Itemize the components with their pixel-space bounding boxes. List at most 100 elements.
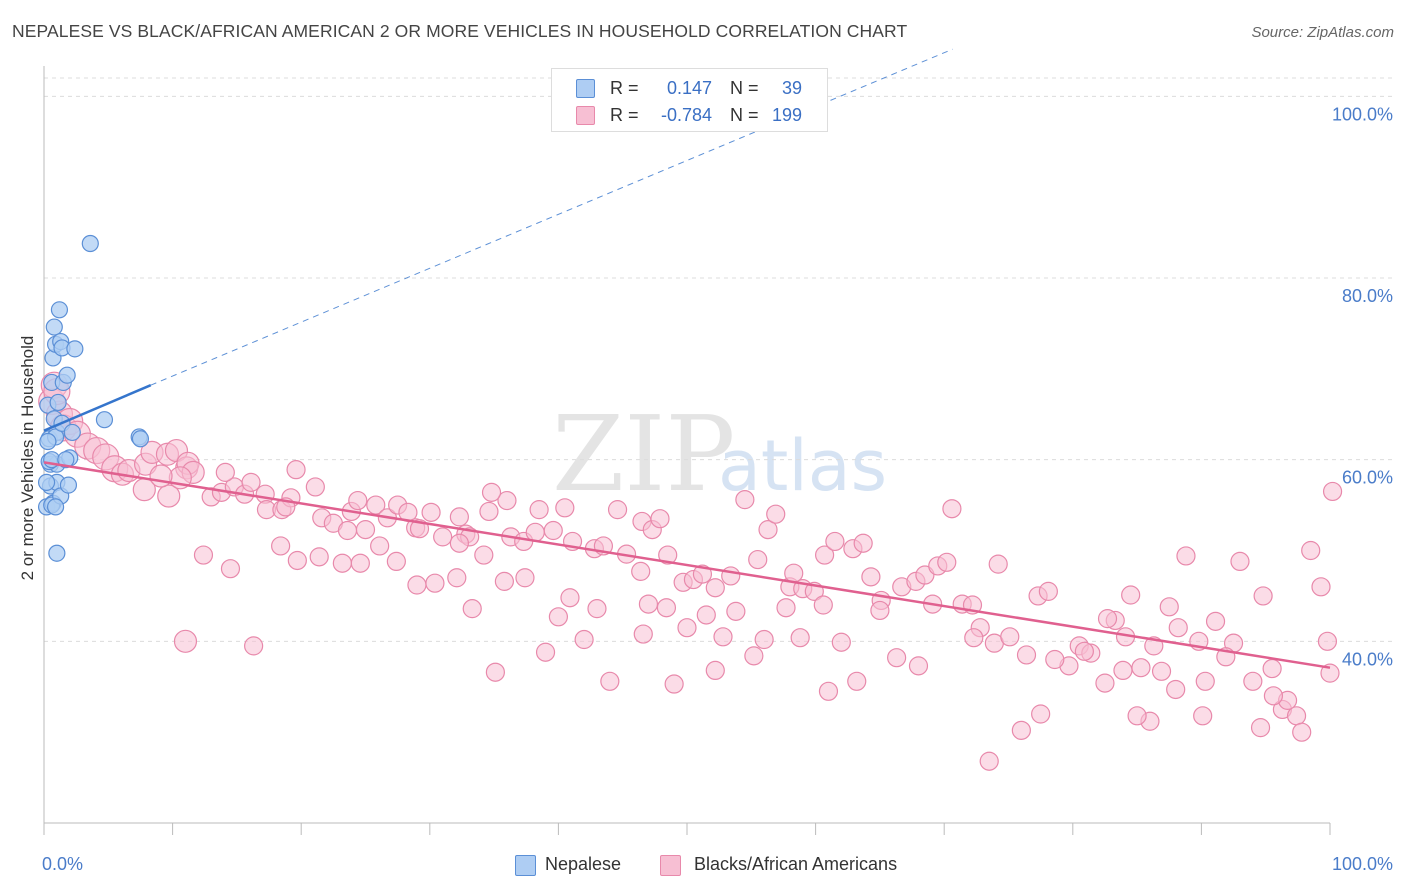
data-point-nepalese [48,544,66,562]
data-point-blacks [479,501,499,522]
data-point-blacks [474,545,494,565]
y-axis-label: 2 or more Vehicles in Household [18,336,37,581]
data-point-blacks [607,500,628,520]
data-point-blacks [1131,658,1151,678]
data-point-blacks [870,600,890,621]
legend-row-blacks: R = -0.784 N = 199 [552,102,827,128]
data-point-blacks [726,601,746,621]
chart-title: NEPALESE VS BLACK/AFRICAN AMERICAN 2 OR … [12,21,908,41]
data-point-blacks [1038,581,1058,601]
data-point-blacks [485,662,505,682]
data-point-blacks [494,571,514,591]
data-point-blacks [1121,585,1141,605]
data-point-blacks [1159,597,1179,617]
data-point-blacks [1151,661,1172,681]
data-point-blacks [157,484,181,508]
data-point-blacks [1113,660,1133,681]
data-point-blacks [287,550,307,571]
data-point-blacks [631,561,651,581]
data-point-blacks [1011,720,1031,740]
data-point-blacks [1166,679,1186,700]
data-point-nepalese [57,451,75,469]
data-point-blacks [1292,722,1312,742]
data-point-blacks [692,564,713,584]
y-tick-label: 100.0% [1332,104,1393,124]
data-point-blacks [748,549,768,570]
legend-n-label: N = [730,78,759,98]
data-point-nepalese [66,340,84,358]
data-point-nepalese [63,423,81,442]
data-point-blacks [638,594,659,614]
x-tick-label: 100.0% [1332,854,1393,874]
data-point-blacks [370,536,390,556]
legend-swatch-nepalese [576,79,595,98]
data-point-blacks [497,490,517,511]
data-point-blacks [825,531,845,552]
data-point-blacks [861,567,881,587]
bottom-legend-label-blacks: Blacks/African Americans [694,854,898,874]
data-point-blacks [790,628,810,648]
data-point-blacks [831,632,851,652]
data-point-blacks [942,499,962,519]
data-point-nepalese [58,366,76,384]
chart-source: Source: ZipAtlas.com [1251,24,1394,41]
data-point-blacks [560,588,580,608]
data-point-blacks [1045,649,1065,670]
data-point-blacks [271,536,291,556]
data-point-blacks [529,500,549,520]
data-point-blacks [1168,618,1188,638]
data-point-blacks [425,573,445,593]
data-point-blacks [766,504,786,524]
data-point-blacks [548,607,569,627]
legend-swatch-blacks [576,106,595,125]
data-point-blacks [735,490,755,510]
data-point-blacks [1000,627,1020,647]
bottom-legend-label-nepalese: Nepalese [545,854,622,874]
data-point-blacks [1301,540,1321,561]
data-point-nepalese [39,432,57,451]
legend-n-label: N = [730,105,759,125]
data-point-blacks [193,545,214,565]
y-tick-label: 40.0% [1342,649,1393,669]
data-point-blacks [355,520,376,540]
data-point-blacks [656,598,677,618]
data-point-blacks [744,646,764,666]
data-point-blacks [305,477,325,497]
legend-row-nepalese: R = 0.147 N = 39 [552,75,827,101]
data-point-nepalese [59,476,78,494]
trend-line-nepalese [43,384,152,432]
data-point-blacks [1097,609,1118,629]
data-point-blacks [449,507,469,527]
tick-labels: 40.0% 60.0% 80.0% 100.0% 0.0% 100.0% [42,104,1393,874]
data-point-blacks [677,618,697,638]
legend-n-value: 199 [771,105,802,125]
legend-r-label: R = [610,105,639,125]
legend-r-value: -0.784 [660,105,712,125]
data-point-blacks [658,545,678,565]
data-point-blacks [332,553,352,573]
watermark-zip: ZIP [552,393,735,515]
data-point-blacks [847,671,867,691]
legend-n-value: 39 [781,78,802,98]
data-point-blacks [754,629,774,650]
data-point-blacks [1250,718,1271,738]
data-point-blacks [600,671,620,691]
data-point-blacks [574,629,594,650]
data-point-blacks [1127,706,1147,726]
data-point-blacks [1253,586,1273,606]
data-point-blacks [908,656,929,676]
trend-line-nepalese-extension [150,48,953,386]
data-point-blacks [515,568,535,588]
data-point-blacks [421,502,441,522]
data-point-blacks [650,509,670,529]
data-point-blacks [348,490,368,511]
data-point-nepalese [50,301,69,319]
data-point-blacks [633,624,653,644]
data-point-blacks [433,527,453,547]
data-point-blacks [713,627,733,647]
data-point-blacks [721,566,741,586]
data-point-blacks [705,578,725,598]
data-point-blacks [543,520,563,541]
data-point-blacks [1320,663,1340,683]
